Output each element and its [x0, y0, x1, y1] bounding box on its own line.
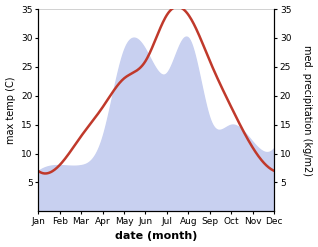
Y-axis label: med. precipitation (kg/m2): med. precipitation (kg/m2): [302, 45, 313, 176]
X-axis label: date (month): date (month): [115, 231, 197, 242]
Y-axis label: max temp (C): max temp (C): [5, 76, 16, 144]
